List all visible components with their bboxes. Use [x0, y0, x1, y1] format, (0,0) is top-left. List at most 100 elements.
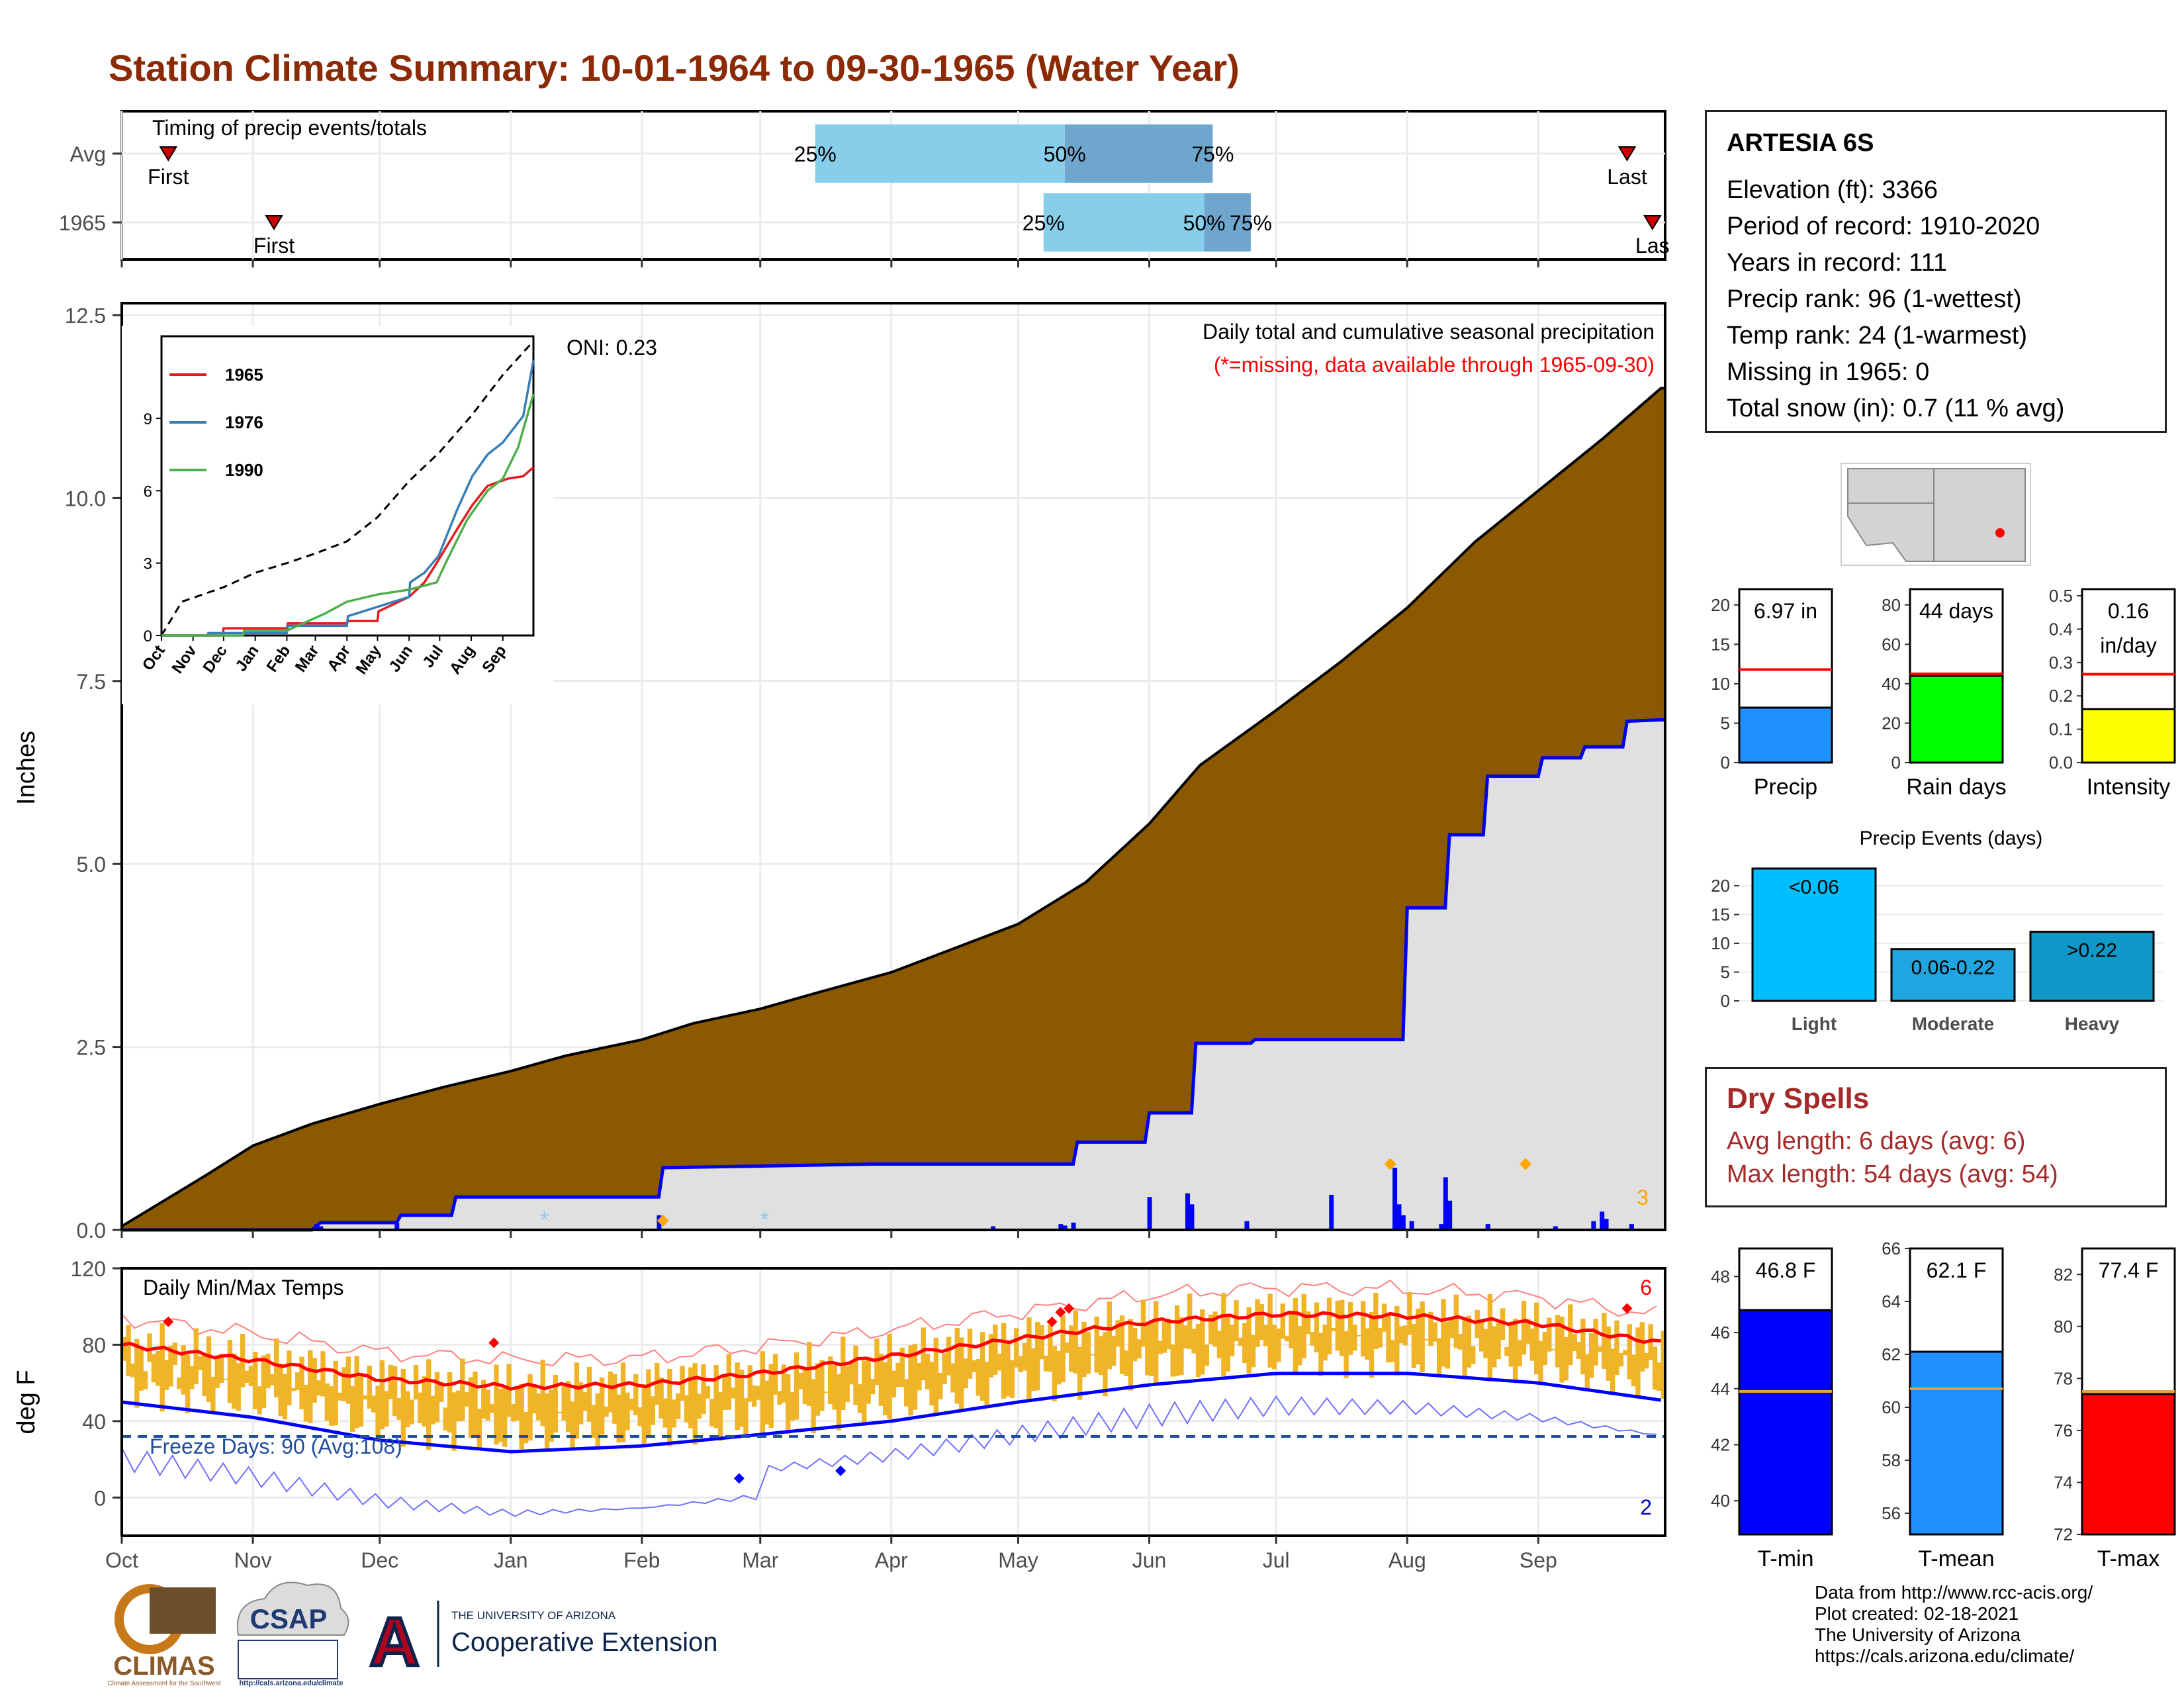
temp-daily-bar: [705, 1385, 711, 1399]
ua-logo-letter: A: [369, 1604, 419, 1681]
credit-line: https://cals.arizona.edu/climate/: [1815, 1646, 2075, 1666]
temp-daily-bar: [126, 1325, 131, 1377]
temp-daily-bar: [388, 1364, 393, 1399]
mini-y-tick-label: 20: [1882, 713, 1901, 733]
temp-daily-bar: [963, 1358, 968, 1389]
temp-daily-bar: [604, 1407, 609, 1417]
temp-daily-bar: [1225, 1315, 1230, 1372]
temp-daily-bar: [807, 1342, 812, 1407]
temp-daily-bar: [903, 1379, 909, 1407]
mini-y-tick-label: 20: [1711, 595, 1730, 615]
temp-daily-bar: [1179, 1317, 1184, 1376]
temp-daily-bar: [464, 1391, 469, 1407]
timing-marker: [159, 146, 178, 162]
precip-y-tick-label: 10.0: [65, 487, 106, 510]
record-max-marker: [1621, 1303, 1633, 1314]
temp-daily-bar: [379, 1360, 385, 1430]
temp-daily-bar: [1263, 1325, 1269, 1346]
temp-daily-bar: [1547, 1317, 1552, 1352]
temp-daily-bar: [688, 1367, 694, 1429]
temp-daily-bar: [489, 1403, 495, 1413]
inset-y-tick-label: 3: [144, 555, 152, 573]
precip-daily-bar: [1071, 1222, 1076, 1230]
temp-daily-bar: [946, 1336, 952, 1376]
temp-daily-bar: [1293, 1297, 1298, 1373]
temp-daily-bar: [1009, 1360, 1015, 1398]
temp-daily-bar: [278, 1363, 283, 1417]
temp-daily-bar: [574, 1362, 580, 1439]
mini-y-tick-label: 0.5: [2049, 586, 2073, 606]
temp-daily-bar: [1580, 1319, 1586, 1375]
temp-daily-bar: [1496, 1323, 1501, 1360]
temp-daily-bar: [274, 1338, 279, 1397]
temp-daily-bar: [1462, 1317, 1467, 1379]
temp-daily-bar: [536, 1393, 541, 1421]
timing-label: Timing of precip events/totals: [152, 116, 427, 140]
mini-x-label: T-max: [2097, 1546, 2160, 1571]
map-land: [1847, 468, 2026, 562]
temp-frame: [120, 1267, 1666, 1537]
temp-daily-bar: [988, 1334, 994, 1378]
timing-pct-label: 25%: [794, 142, 837, 166]
temp-daily-bar: [802, 1368, 808, 1404]
temp-daily-bar: [853, 1345, 858, 1405]
temp-daily-bar: [227, 1340, 233, 1403]
temp-daily-bar: [1166, 1319, 1171, 1350]
events-bar-label: 0.06-0.22: [1911, 957, 1995, 979]
temp-daily-bar: [1436, 1338, 1442, 1374]
temp-daily-bar: [358, 1375, 364, 1427]
mini-value-label: 0.16: [2108, 599, 2149, 623]
temp-daily-bar: [498, 1388, 504, 1442]
temp-daily-bar: [185, 1354, 191, 1414]
temp-daily-bar: [1644, 1352, 1649, 1369]
precip-daily-bar: [1591, 1221, 1596, 1230]
timing-row-label: 1965: [59, 211, 106, 235]
temp-daily-bar: [921, 1327, 926, 1381]
temp-daily-bar: [1267, 1293, 1273, 1368]
inset-series-line: [161, 360, 535, 637]
precip-y-axis-title: Inches: [13, 731, 40, 805]
temp-daily-bar: [1411, 1324, 1417, 1368]
temp-daily-bar: [1555, 1315, 1561, 1368]
oni-label: ONI: 0.23: [567, 336, 657, 359]
mini-value-bar: [1909, 1350, 2004, 1536]
record-max-marker: [488, 1337, 500, 1348]
events-y-tick-label: 10: [1711, 933, 1730, 953]
temp-daily-bar: [586, 1366, 592, 1422]
temp-daily-bar: [972, 1360, 977, 1372]
temp-daily-bar: [333, 1360, 338, 1426]
record-max-count: 6: [1640, 1276, 1652, 1299]
station-location-marker: [1995, 528, 2005, 538]
temp-daily-bar: [345, 1356, 351, 1404]
mini-x-label: Precip: [1754, 774, 1817, 800]
station-name: ARTESIA 6S: [1727, 129, 1874, 157]
temp-daily-bar: [447, 1372, 453, 1433]
temp-daily-bar: [612, 1374, 617, 1424]
precip-daily-bar: [1185, 1193, 1191, 1230]
temp-daily-bar: [1466, 1315, 1472, 1368]
temp-daily-bar: [1402, 1325, 1408, 1346]
temp-daily-bar: [629, 1398, 635, 1411]
events-category-label: Light: [1792, 1013, 1837, 1034]
temp-daily-bar: [895, 1362, 901, 1387]
temp-daily-bar: [1533, 1302, 1539, 1375]
temp-daily-bar: [908, 1345, 913, 1416]
temp-daily-bar: [731, 1387, 736, 1399]
temp-daily-bar: [1508, 1321, 1514, 1367]
timing-row-label: Avg: [69, 142, 106, 166]
temp-daily-bar: [984, 1362, 989, 1405]
timing-marker-label: First: [148, 165, 189, 189]
temp-daily-bar: [1652, 1346, 1658, 1390]
temp-daily-bar: [163, 1360, 169, 1390]
temp-daily-bar: [870, 1379, 876, 1395]
mini-x-label: T-min: [1758, 1546, 1814, 1571]
csap-logo-base: [238, 1640, 338, 1679]
temp-daily-bar: [1124, 1350, 1129, 1376]
temp-daily-bar: [1525, 1319, 1531, 1344]
temp-daily-bar: [1475, 1309, 1480, 1338]
temp-daily-bar: [1576, 1342, 1582, 1359]
precip-frame: [120, 302, 1666, 1231]
temp-daily-bar: [786, 1374, 791, 1434]
temp-daily-bar: [1572, 1334, 1577, 1351]
events-category-label: Heavy: [2065, 1013, 2120, 1034]
